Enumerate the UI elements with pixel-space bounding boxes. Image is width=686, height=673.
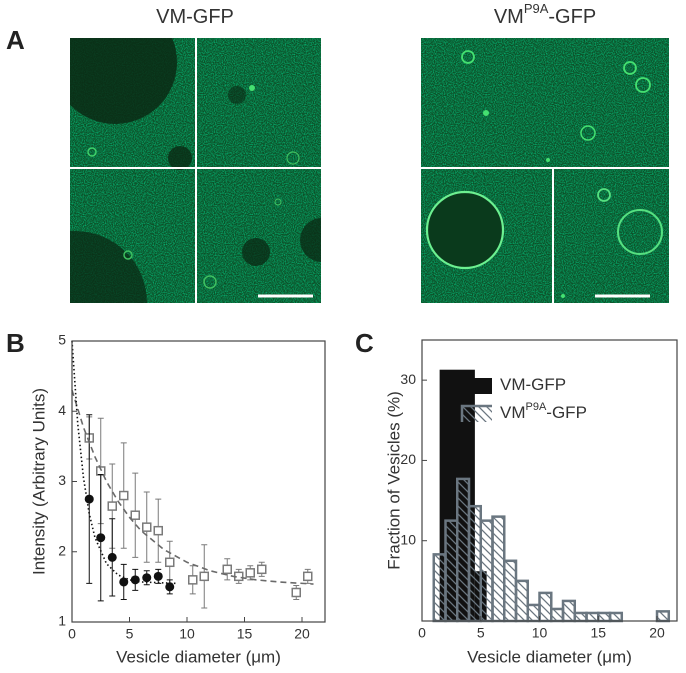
- histogram-bar: [608, 611, 624, 623]
- marker: [119, 490, 129, 501]
- marker: [107, 552, 117, 562]
- histogram-bar: [550, 607, 565, 623]
- y-tick-label: 10: [400, 531, 416, 547]
- x-tick-label: 20: [294, 626, 310, 642]
- x-tick-label: 15: [237, 626, 253, 642]
- histogram-bar: [503, 559, 518, 623]
- y-tick-label: 2: [58, 542, 66, 558]
- y-tick-label: 1: [58, 613, 66, 629]
- x-tick-label: 5: [126, 626, 134, 642]
- histogram-bar: [526, 603, 541, 623]
- image-title: VMP9A-GFP: [494, 1, 596, 28]
- title-part: VM-GFP: [156, 6, 234, 28]
- micrograph: [421, 38, 669, 303]
- marker: [96, 533, 106, 543]
- histogram-bar: [514, 579, 530, 623]
- x-tick-label: 10: [532, 625, 548, 641]
- y-axis-label: Intensity (Arbitrary Units): [29, 388, 48, 575]
- marker: [153, 525, 163, 536]
- y-tick-label: 4: [58, 402, 66, 418]
- histogram-bar: [456, 477, 471, 623]
- marker: [222, 564, 232, 575]
- marker: [188, 575, 198, 585]
- legend-swatch: [462, 406, 492, 422]
- legend-part: -GFP: [546, 403, 587, 422]
- x-tick-label: 10: [179, 626, 195, 642]
- panel-label: C: [355, 328, 374, 358]
- marker: [303, 571, 313, 582]
- fit-line: [71, 389, 314, 585]
- histogram-bar: [573, 611, 588, 623]
- marker: [245, 568, 255, 578]
- legend-label: VMP9A-GFP: [500, 401, 587, 423]
- marker: [142, 573, 152, 583]
- marker: [257, 564, 267, 575]
- y-tick-label: 3: [58, 472, 66, 488]
- legend-part: VM: [500, 403, 526, 422]
- marker: [84, 494, 94, 504]
- histogram-bar: [585, 611, 600, 623]
- marker: [291, 587, 301, 598]
- x-tick-label: 0: [68, 626, 76, 642]
- histogram-bar: [432, 553, 447, 623]
- legend-part: VM-GFP: [500, 375, 566, 394]
- marker: [153, 571, 163, 581]
- legend-label: VM-GFP: [500, 375, 566, 394]
- histogram-bar: [561, 599, 577, 623]
- marker: [199, 571, 209, 582]
- histogram-bar: [655, 610, 671, 623]
- plot-frame: [421, 339, 678, 622]
- marker: [119, 577, 129, 587]
- legend-swatch-edge: [460, 404, 492, 422]
- y-tick-label: 30: [400, 371, 416, 387]
- marker: [165, 582, 175, 592]
- marker: [107, 501, 117, 511]
- fit-line: [71, 340, 176, 585]
- marker: [142, 522, 152, 532]
- histogram-bar: [444, 519, 459, 623]
- marker: [130, 510, 140, 520]
- image-title: VM-GFP: [156, 6, 234, 28]
- histogram-bar: [597, 611, 612, 623]
- x-tick-label: 15: [590, 625, 606, 641]
- x-tick-label: 20: [649, 625, 665, 641]
- marker: [165, 557, 175, 568]
- marker: [130, 575, 140, 585]
- x-tick-label: 0: [418, 625, 426, 641]
- legend-superscript: P9A: [526, 401, 547, 413]
- y-tick-label: 20: [400, 451, 416, 467]
- panel-label: A: [6, 25, 25, 55]
- histogram-bar: [491, 515, 506, 623]
- legend-swatch: [462, 378, 492, 394]
- title-part: VM: [494, 6, 524, 28]
- micrograph: [70, 38, 321, 303]
- y-tick-label: 5: [58, 332, 66, 348]
- histogram-bar: [538, 591, 553, 623]
- panel-label: B: [6, 328, 25, 358]
- title-part: -GFP: [548, 6, 596, 28]
- x-axis-label: Vesicle diameter (μm): [467, 647, 632, 666]
- plot-frame: [71, 340, 326, 623]
- histogram-bar: [479, 519, 494, 623]
- title-superscript: P9A: [524, 1, 549, 16]
- histogram-bar: [467, 504, 483, 623]
- x-axis-label: Vesicle diameter (μm): [116, 647, 281, 666]
- x-tick-label: 5: [477, 625, 485, 641]
- y-axis-label: Fraction of Vesicles (%): [384, 391, 403, 570]
